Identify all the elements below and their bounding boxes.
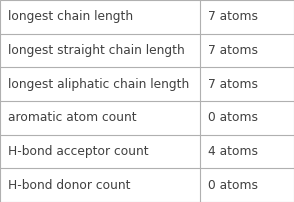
Text: longest straight chain length: longest straight chain length [8, 44, 185, 57]
Text: H-bond donor count: H-bond donor count [8, 179, 131, 192]
Text: longest aliphatic chain length: longest aliphatic chain length [8, 78, 189, 91]
Text: aromatic atom count: aromatic atom count [8, 111, 137, 124]
Text: 0 atoms: 0 atoms [208, 179, 258, 192]
Text: longest chain length: longest chain length [8, 10, 133, 23]
Text: H-bond acceptor count: H-bond acceptor count [8, 145, 149, 158]
Text: 7 atoms: 7 atoms [208, 44, 258, 57]
Text: 7 atoms: 7 atoms [208, 78, 258, 91]
Text: 4 atoms: 4 atoms [208, 145, 258, 158]
Text: 7 atoms: 7 atoms [208, 10, 258, 23]
Text: 0 atoms: 0 atoms [208, 111, 258, 124]
